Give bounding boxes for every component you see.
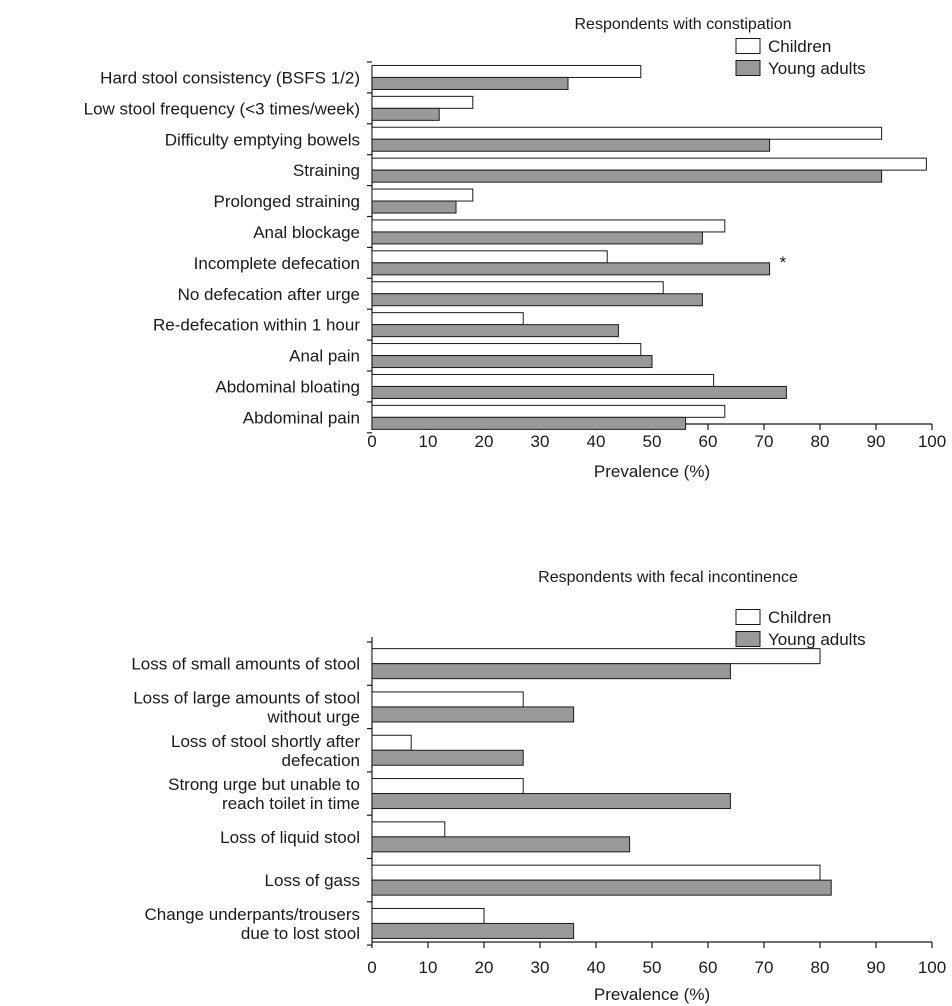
x-tick-label: 90 — [867, 958, 886, 977]
x-tick-label: 50 — [643, 958, 662, 977]
bar-children — [371, 907, 485, 924]
category-label: Straining — [293, 161, 360, 180]
bar-young-adults — [371, 200, 457, 214]
x-tick-label: 80 — [811, 432, 830, 451]
legend-label-young-adults: Young adults — [768, 630, 866, 649]
category-label: Abdominal bloating — [215, 377, 360, 396]
legend-label-children: Children — [768, 37, 831, 56]
category-label: Strong urge but unable to — [168, 775, 360, 794]
bar-children — [371, 95, 474, 109]
bar-children — [371, 126, 883, 140]
category-label: No defecation after urge — [178, 285, 360, 304]
x-tick-label: 10 — [419, 958, 438, 977]
bar-young-adults — [371, 922, 575, 939]
category-label: Loss of stool shortly after — [171, 732, 360, 751]
bar-young-adults — [371, 231, 703, 245]
bar-young-adults — [371, 76, 569, 90]
bar-children — [371, 157, 927, 171]
x-tick-label: 90 — [867, 432, 886, 451]
x-axis-title: Prevalence (%) — [594, 985, 710, 1004]
x-tick-label: 30 — [531, 432, 550, 451]
bar-children — [371, 343, 642, 357]
bar-children — [371, 373, 715, 387]
bar-young-adults — [371, 706, 575, 723]
category-label: Difficulty emptying bowels — [165, 130, 360, 149]
bar-young-adults — [371, 324, 619, 338]
bar-young-adults — [371, 169, 883, 183]
bar-children — [371, 312, 524, 326]
bar-young-adults — [371, 663, 731, 680]
x-axis-title: Prevalence (%) — [594, 462, 710, 481]
category-label: Hard stool consistency (BSFS 1/2) — [100, 68, 360, 87]
bar-children — [371, 188, 474, 202]
bar-children — [371, 648, 821, 665]
x-tick-label: 100 — [918, 432, 946, 451]
x-tick-label: 20 — [475, 432, 494, 451]
category-label: Change underpants/trousers — [145, 905, 360, 924]
legend-swatch-children — [735, 609, 761, 625]
bar-children — [371, 219, 726, 233]
category-label: Re-defecation within 1 hour — [153, 316, 360, 335]
bar-children — [371, 404, 726, 418]
bar-young-adults — [371, 355, 653, 369]
bar-young-adults — [371, 262, 771, 276]
category-label: reach toilet in time — [222, 794, 360, 813]
category-label: Loss of liquid stool — [220, 828, 360, 847]
x-tick-label: 10 — [419, 432, 438, 451]
panel-title: Respondents with constipation — [574, 16, 791, 33]
legend-swatch-young-adults — [735, 60, 761, 76]
significance-marker: * — [780, 253, 787, 272]
bar-young-adults — [371, 416, 687, 430]
x-tick-label: 60 — [699, 432, 718, 451]
bar-children — [371, 734, 412, 751]
category-label: Anal blockage — [253, 223, 360, 242]
bar-young-adults — [371, 107, 440, 121]
constipation-panel: Respondents with constipation Children You… — [84, 16, 947, 481]
bar-children — [371, 64, 642, 78]
category-label: due to lost stool — [241, 924, 360, 943]
category-label: defecation — [282, 751, 360, 770]
bar-young-adults — [371, 793, 731, 810]
x-tick-label: 60 — [699, 958, 718, 977]
x-tick-label: 70 — [755, 432, 774, 451]
category-label: Loss of large amounts of stool — [133, 688, 360, 707]
bar-children — [371, 778, 524, 795]
category-label: Prolonged straining — [214, 192, 360, 211]
legend-swatch-young-adults — [735, 631, 761, 647]
x-tick-label: 0 — [367, 432, 376, 451]
bar-children — [371, 281, 664, 295]
x-tick-label: 70 — [755, 958, 774, 977]
category-label: Low stool frequency (<3 times/week) — [84, 99, 360, 118]
fecal-incontinence-panel: Respondents with fecal incontinence Child… — [131, 569, 946, 1004]
x-tick-label: 40 — [587, 432, 606, 451]
x-tick-label: 40 — [587, 958, 606, 977]
legend-label-young-adults: Young adults — [768, 59, 866, 78]
panel-title: Respondents with fecal incontinence — [538, 569, 798, 586]
bar-children — [371, 691, 524, 708]
bar-young-adults — [371, 138, 771, 152]
x-tick-label: 0 — [367, 958, 376, 977]
x-tick-label: 100 — [918, 958, 946, 977]
legend-swatch-children — [735, 38, 761, 54]
bar-children — [371, 864, 821, 881]
x-tick-label: 20 — [475, 958, 494, 977]
bar-young-adults — [371, 293, 703, 307]
category-label: Loss of small amounts of stool — [131, 655, 360, 674]
category-label: Abdominal pain — [243, 408, 360, 427]
category-label: Loss of gass — [265, 871, 360, 890]
legend-label-children: Children — [768, 608, 831, 627]
category-label: Incomplete defecation — [194, 254, 360, 273]
category-label: without urge — [266, 707, 360, 726]
bar-young-adults — [371, 879, 832, 896]
x-tick-label: 80 — [811, 958, 830, 977]
bar-young-adults — [371, 836, 631, 853]
category-label: Anal pain — [289, 347, 360, 366]
x-tick-label: 30 — [531, 958, 550, 977]
bar-young-adults — [371, 385, 787, 399]
bar-children — [371, 250, 608, 264]
x-tick-label: 50 — [643, 432, 662, 451]
bar-children — [371, 821, 446, 838]
bar-young-adults — [371, 749, 524, 766]
